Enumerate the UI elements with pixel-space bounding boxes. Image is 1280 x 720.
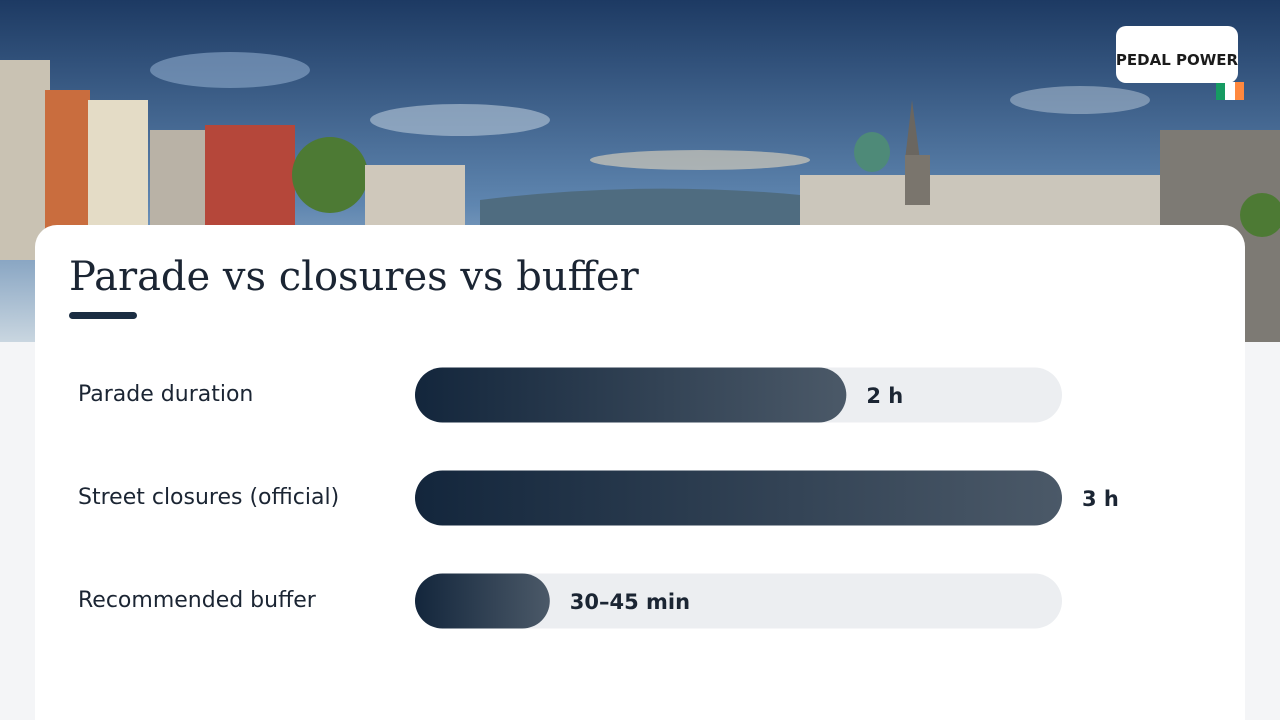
chart-title: Parade vs closures vs buffer (69, 254, 640, 300)
bar (415, 367, 847, 423)
bar (415, 470, 1062, 526)
category-label: Recommended buffer (78, 588, 317, 613)
title-underline (69, 312, 137, 319)
logo: PEDAL POWER (1116, 51, 1239, 69)
bar-track (415, 573, 1062, 629)
bar (415, 573, 550, 629)
value-label: 3 h (1082, 487, 1119, 511)
value-label: 2 h (866, 384, 903, 408)
category-label: Parade duration (78, 382, 253, 407)
value-label: 30–45 min (570, 590, 690, 614)
category-label: Street closures (official) (78, 485, 339, 510)
logo-badge (1116, 26, 1238, 83)
